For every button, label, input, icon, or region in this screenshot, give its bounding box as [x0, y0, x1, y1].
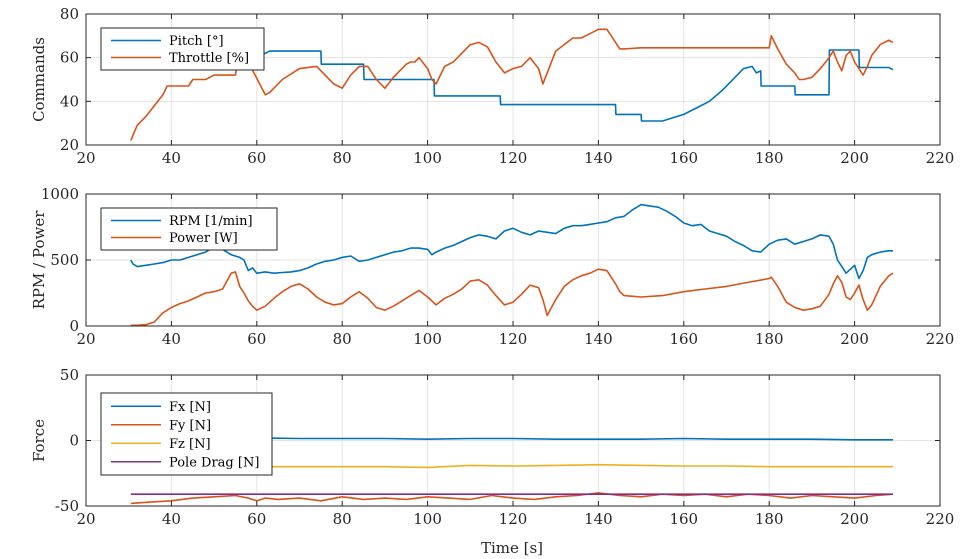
y-tick-label: -50 [55, 497, 79, 515]
x-tick-label: 160 [669, 510, 698, 528]
series-line-fy-n [130, 492, 894, 505]
x-tick-label: 40 [162, 330, 181, 348]
x-tick-label: 180 [755, 330, 784, 348]
x-tick-label: 100 [413, 510, 442, 528]
legend-label-rpm-1-min: RPM [1/min] [169, 214, 253, 229]
x-tick-label: 60 [247, 149, 266, 167]
x-tick-label: 20 [76, 510, 95, 528]
x-tick-label: 180 [755, 510, 784, 528]
y-axis-label: Force [30, 419, 48, 462]
legend: Pitch [°] Throttle [%] [100, 27, 265, 71]
x-tick-label: 120 [499, 149, 528, 167]
x-tick-label: 140 [584, 149, 613, 167]
x-tick-label: 200 [840, 330, 869, 348]
legend: Fx [N] Fy [N] Fz [N] Pole Drag [N] [100, 392, 273, 476]
y-tick-label: 50 [60, 366, 79, 384]
x-tick-label: 120 [499, 330, 528, 348]
x-tick-label: 180 [755, 149, 784, 167]
legend-label-fz-n: Fz [N] [169, 437, 211, 452]
rpm-power-panel: 20 40 60 80 100 120 140 160 180 200 220 0 500 1000 RPM… [30, 185, 954, 348]
y-tick-label: 0 [69, 317, 79, 335]
x-tick-label: 220 [926, 510, 955, 528]
x-tick-label: 40 [162, 149, 181, 167]
legend-label-fy-n: Fy [N] [169, 418, 211, 433]
force-panel: 20 40 60 80 100 120 140 160 180 200 220 -50 0 50 Force… [30, 366, 954, 528]
legend-label-pole-drag-n: Pole Drag [N] [169, 455, 259, 470]
y-tick-label: 80 [60, 5, 79, 23]
legend-label-pitch: Pitch [°] [169, 34, 224, 49]
x-tick-label: 60 [247, 330, 266, 348]
legend-label-throttle: Throttle [%] [169, 51, 249, 66]
x-tick-label: 200 [840, 149, 869, 167]
x-tick-label: 220 [926, 149, 955, 167]
x-tick-label: 40 [162, 510, 181, 528]
x-tick-label: 160 [669, 149, 698, 167]
y-tick-label: 0 [69, 432, 79, 450]
x-tick-label: 80 [333, 330, 352, 348]
x-tick-label: 120 [499, 510, 528, 528]
commands-panel: 20 40 60 80 100 120 140 160 180 200 220 20 40 60 80 Com… [30, 5, 954, 167]
legend: RPM [1/min] Power [W] [100, 207, 278, 251]
x-tick-label: 80 [333, 510, 352, 528]
x-tick-label: 20 [76, 330, 95, 348]
x-tick-label: 80 [333, 149, 352, 167]
x-tick-label: 60 [247, 510, 266, 528]
x-tick-label: 200 [840, 510, 869, 528]
y-axis-label: Commands [30, 37, 48, 122]
y-tick-label: 1000 [41, 185, 79, 203]
x-tick-label: 140 [584, 330, 613, 348]
y-tick-label: 500 [50, 251, 79, 269]
legend-label-power-w: Power [W] [169, 231, 238, 246]
x-tick-label: 20 [76, 149, 95, 167]
y-axis-label: RPM / Power [30, 210, 48, 310]
x-tick-label: 100 [413, 330, 442, 348]
x-axis-label: Time [s] [481, 539, 543, 557]
x-tick-label: 160 [669, 330, 698, 348]
x-tick-label: 220 [926, 330, 955, 348]
series-line-throttle [130, 28, 894, 141]
x-tick-label: 140 [584, 510, 613, 528]
y-tick-label: 60 [60, 49, 79, 67]
legend-label-fx-n: Fx [N] [169, 400, 211, 415]
y-tick-label: 40 [60, 92, 79, 110]
series-line-power-w [130, 268, 894, 326]
x-tick-label: 100 [413, 149, 442, 167]
series-line-fz-n [269, 463, 893, 469]
y-tick-label: 20 [60, 136, 79, 154]
legend-box [100, 27, 265, 71]
series-group [130, 203, 894, 326]
legend-box [100, 207, 278, 251]
series-line-rpm-1-min [130, 203, 893, 280]
